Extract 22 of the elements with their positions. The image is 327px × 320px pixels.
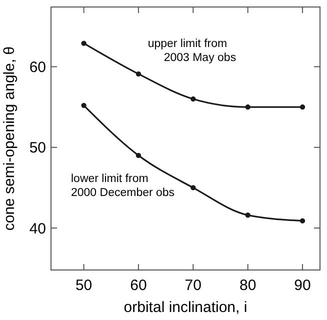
x-axis-title: orbital inclination, i <box>124 299 248 316</box>
y-tick-label: 40 <box>29 220 46 238</box>
point <box>300 104 306 110</box>
point <box>190 96 196 102</box>
x-tick-label: 70 <box>184 277 202 294</box>
point <box>300 218 306 224</box>
point <box>81 102 86 108</box>
x-tick-label: 50 <box>75 277 92 294</box>
point <box>190 185 196 190</box>
x-tick-label: 90 <box>294 277 311 294</box>
x-tick-label: 60 <box>130 277 147 294</box>
point <box>81 40 86 46</box>
y-tick-label: 60 <box>29 58 46 76</box>
annotation: lower limit from 2000 December obs <box>71 173 175 199</box>
point <box>245 104 250 110</box>
y-axis-title: cone semi-opening angle, θ <box>1 46 18 231</box>
annotation: upper limit from 2003 May obs <box>148 38 236 64</box>
x-tick-label: 80 <box>239 277 256 294</box>
y-tick-label: 50 <box>29 140 46 157</box>
point <box>136 71 142 77</box>
point <box>136 152 142 158</box>
point <box>245 212 250 218</box>
